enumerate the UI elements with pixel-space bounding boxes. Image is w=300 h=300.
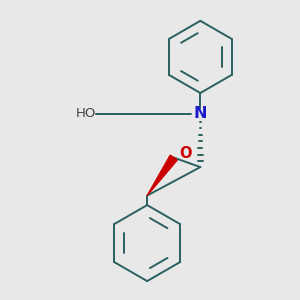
Text: O: O [179, 146, 191, 161]
Text: HO: HO [76, 107, 97, 120]
Polygon shape [147, 155, 177, 196]
Text: N: N [194, 106, 207, 122]
